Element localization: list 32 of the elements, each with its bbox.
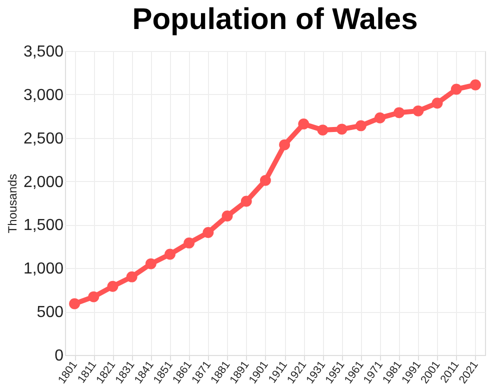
y-tick-label: 2,500 (23, 130, 64, 148)
point (202, 227, 214, 238)
point (336, 124, 348, 135)
point (432, 98, 443, 109)
y-tick-label: 500 (36, 304, 64, 322)
point (222, 210, 233, 222)
point (184, 237, 195, 248)
point (450, 84, 462, 95)
point (394, 107, 405, 118)
point (317, 124, 328, 136)
point (240, 196, 252, 207)
point (374, 112, 386, 124)
y-tick-label: 2,000 (23, 174, 64, 191)
y-tick-label: 1,000 (23, 260, 64, 278)
point (279, 139, 290, 150)
point (69, 298, 80, 310)
y-tick-label: 3,500 (23, 44, 64, 60)
point (298, 118, 310, 130)
point (107, 280, 118, 292)
point (164, 248, 176, 260)
point (88, 291, 100, 302)
chart-title: Population of Wales (132, 3, 418, 36)
point (145, 258, 156, 270)
point (260, 174, 271, 186)
point (126, 271, 138, 282)
y-tick-label: 3,000 (23, 86, 64, 104)
point (412, 105, 424, 116)
y-tick-label: 1,500 (23, 217, 64, 234)
y-tick-label: 0 (54, 348, 64, 364)
point (355, 120, 366, 132)
point (470, 79, 481, 90)
y-axis-title: Thousands (5, 174, 20, 234)
